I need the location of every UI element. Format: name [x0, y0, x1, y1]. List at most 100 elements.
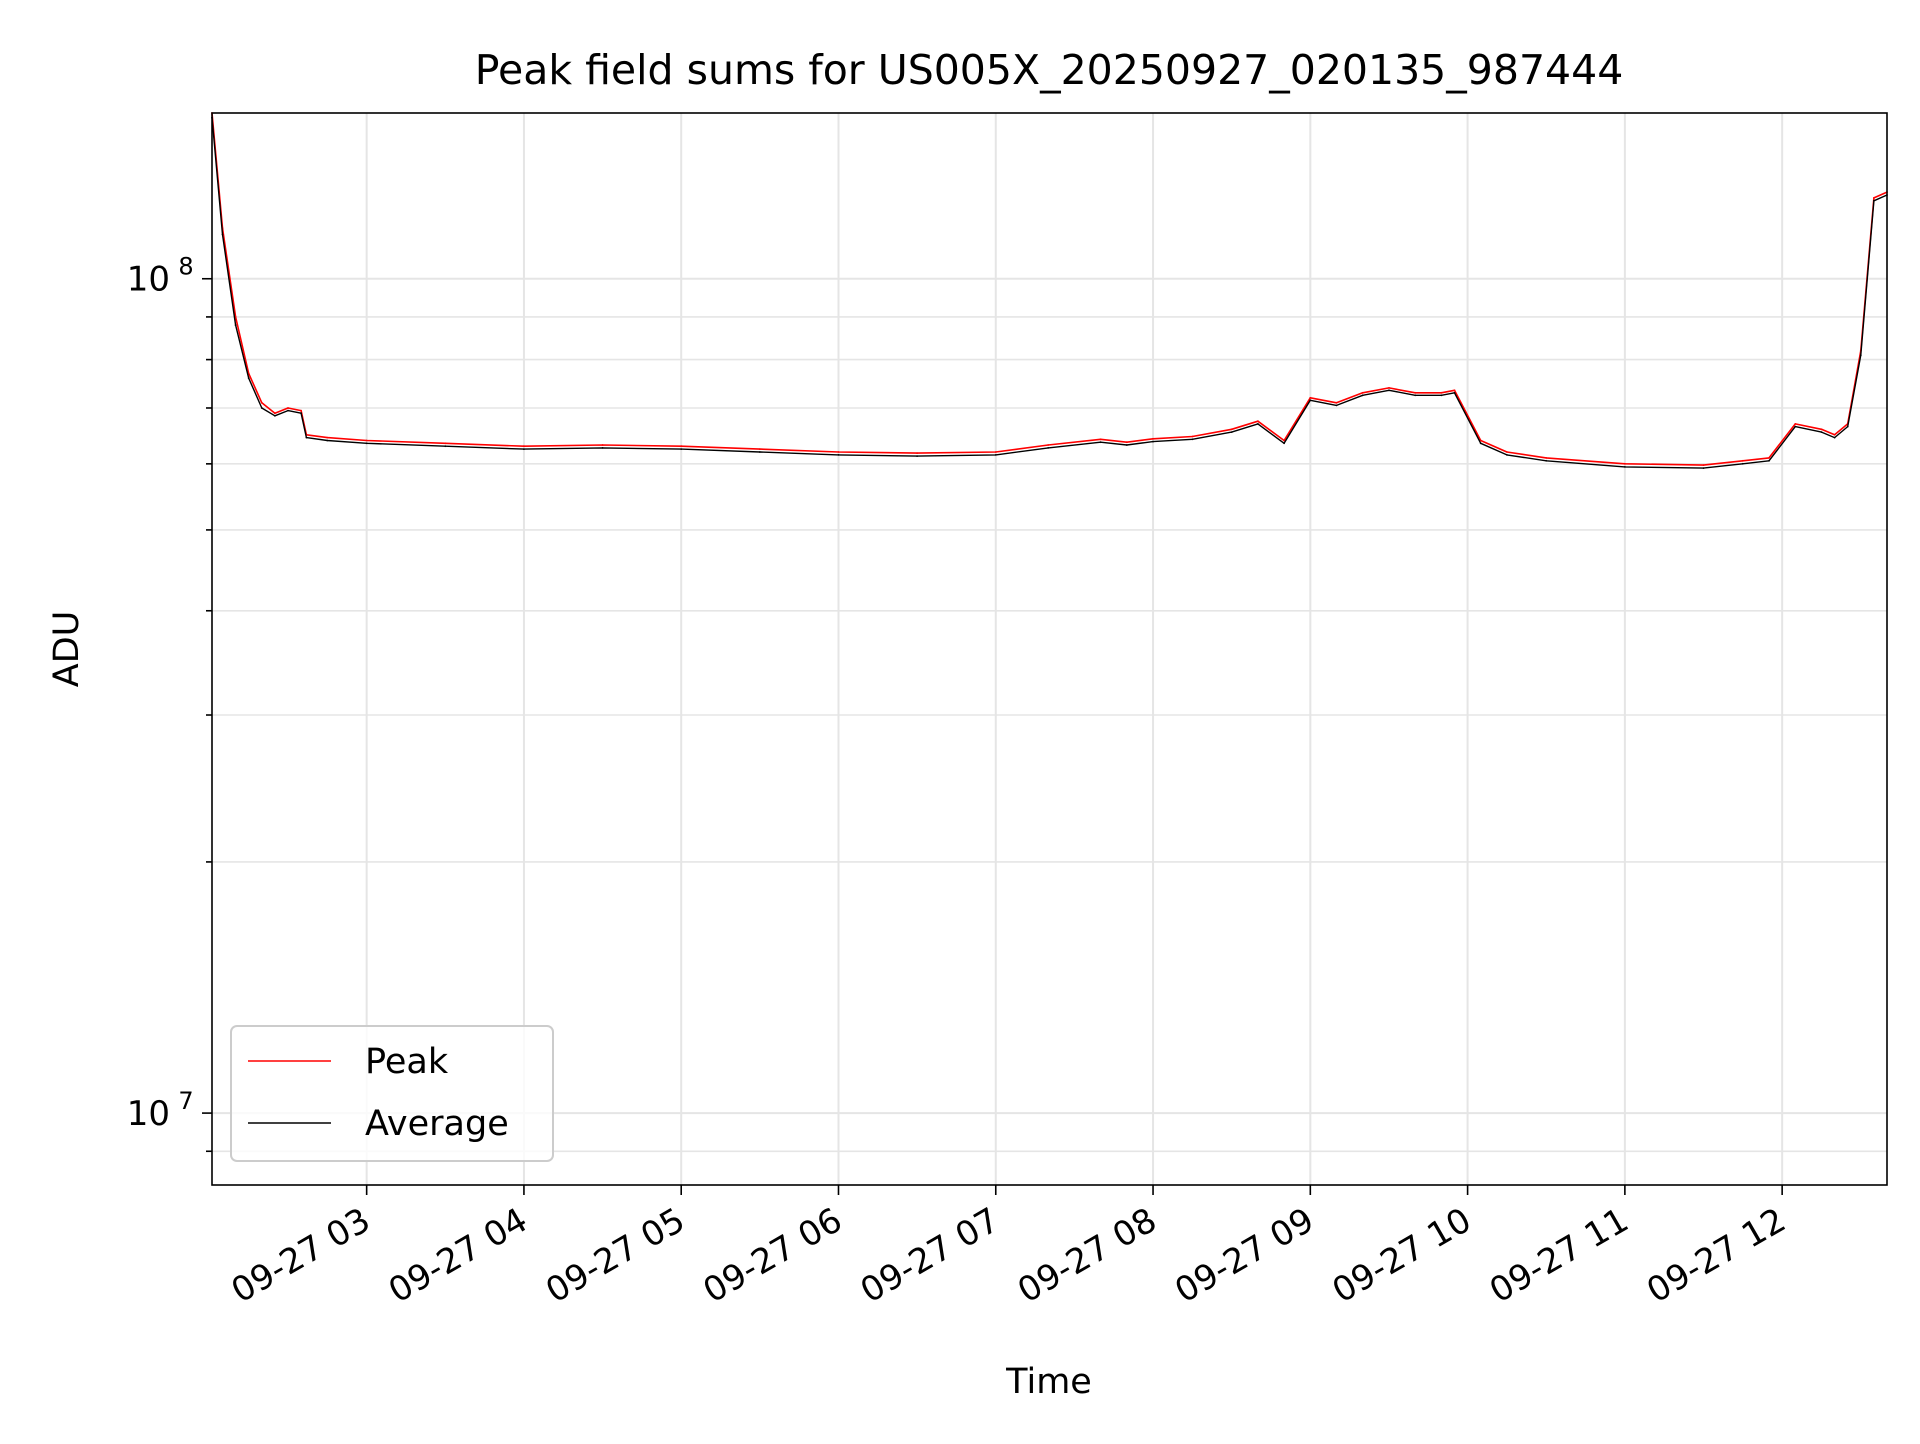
grid-lines: [212, 113, 1887, 1185]
data-point-average: [680, 448, 683, 450]
data-point-peak: [1624, 462, 1626, 465]
data-point-average: [1741, 462, 1744, 465]
data-point-average: [1125, 444, 1128, 446]
data-point-peak: [1047, 444, 1050, 446]
data-point-average: [1833, 436, 1836, 439]
data-point-average: [1768, 459, 1770, 462]
data-point-average: [1257, 423, 1259, 425]
y-axis-label: ADU: [47, 611, 87, 688]
y-tick-label-exponent: 7: [178, 1087, 193, 1115]
data-point-peak: [1873, 197, 1875, 199]
data-point-average: [523, 448, 525, 450]
data-point-average: [1794, 425, 1797, 428]
chart-title: Peak field sums for US005X_20250927_0201…: [475, 46, 1624, 94]
data-point-average: [758, 451, 761, 453]
data-point-average: [1506, 454, 1508, 456]
data-point-peak: [1440, 391, 1443, 394]
data-point-average: [365, 442, 368, 445]
legend-box: [230, 1025, 554, 1162]
data-point-peak: [365, 439, 368, 442]
data-point-peak: [326, 436, 329, 439]
data-point-average: [1152, 440, 1154, 443]
data-point-average: [274, 414, 276, 417]
data-point-peak: [837, 451, 840, 453]
data-point-peak: [994, 451, 997, 453]
data-point-peak: [274, 412, 276, 415]
data-point-peak: [1230, 428, 1233, 431]
data-point-average: [601, 447, 604, 449]
data-point-average: [1873, 199, 1875, 202]
data-point-peak: [758, 448, 761, 450]
data-point-average: [837, 454, 840, 456]
data-point-average: [1453, 391, 1456, 394]
data-point-average: [1191, 438, 1194, 441]
data-point-average: [1230, 431, 1233, 433]
data-point-peak: [1125, 441, 1128, 444]
data-point-average: [1047, 447, 1050, 449]
data-point-peak: [523, 445, 525, 448]
data-point-average: [1335, 404, 1338, 407]
data-point-average: [1440, 394, 1443, 397]
y-tick-label-base: 10: [127, 260, 170, 300]
data-point-peak: [287, 407, 289, 409]
data-point-peak: [601, 444, 604, 446]
data-point-average: [1099, 441, 1102, 444]
legend: Peak Average: [230, 1025, 554, 1162]
plot-frame: [211, 112, 1888, 1186]
data-point-average: [221, 233, 224, 236]
data-point-average: [260, 407, 263, 409]
data-point-average: [300, 412, 302, 415]
data-point-peak: [1453, 389, 1456, 392]
data-point-average: [1361, 394, 1364, 397]
data-point-average: [1388, 389, 1390, 392]
data-point-peak: [1283, 439, 1285, 442]
data-point-average: [916, 455, 918, 457]
data-point-peak: [1388, 387, 1390, 389]
data-point-peak: [260, 401, 263, 404]
data-point-average: [994, 454, 997, 456]
data-point-peak: [1191, 435, 1194, 438]
data-point-average: [1479, 442, 1482, 445]
y-tick-label-exponent: 8: [178, 253, 193, 281]
data-point-peak: [1152, 437, 1154, 440]
series-line-average: [211, 117, 1888, 469]
data-point-peak: [1506, 451, 1508, 453]
data-point-average: [234, 324, 237, 326]
data-point-average: [287, 409, 289, 412]
data-point-average: [1309, 399, 1312, 402]
data-point-average: [1702, 467, 1705, 469]
data-point-average: [1283, 442, 1285, 445]
data-point-average: [247, 377, 250, 380]
data-point-peak: [444, 442, 447, 445]
data-point-peak: [1768, 457, 1770, 459]
data-point-peak: [1257, 420, 1259, 423]
data-point-peak: [916, 452, 918, 454]
y-tick-label: 10: [127, 260, 170, 300]
legend-label-average: Average: [365, 1104, 509, 1144]
data-point-peak: [1820, 428, 1823, 431]
data-point-average: [305, 436, 308, 439]
data-point-peak: [680, 445, 683, 448]
data-point-peak: [1545, 457, 1548, 459]
data-point-peak: [1741, 459, 1744, 462]
y-tick-label: 10: [127, 1094, 170, 1134]
data-point-average: [1820, 431, 1823, 433]
data-point-peak: [1335, 401, 1338, 404]
data-point-average: [1545, 459, 1548, 462]
data-point-peak: [1702, 464, 1705, 466]
legend-label-peak: Peak: [365, 1042, 449, 1082]
data-point-average: [1624, 466, 1626, 468]
data-point-average: [444, 445, 447, 448]
data-point-average: [1846, 425, 1849, 428]
data-point-peak: [300, 409, 302, 412]
data-point-peak: [1414, 391, 1417, 394]
data-point-average: [1859, 354, 1862, 356]
data-point-peak: [1794, 423, 1797, 425]
data-point-average: [326, 439, 329, 442]
data-point-peak: [1309, 396, 1312, 399]
data-point-peak: [1833, 433, 1836, 436]
y-tick-label-base: 10: [127, 1094, 170, 1134]
series-lines: [211, 112, 1888, 469]
